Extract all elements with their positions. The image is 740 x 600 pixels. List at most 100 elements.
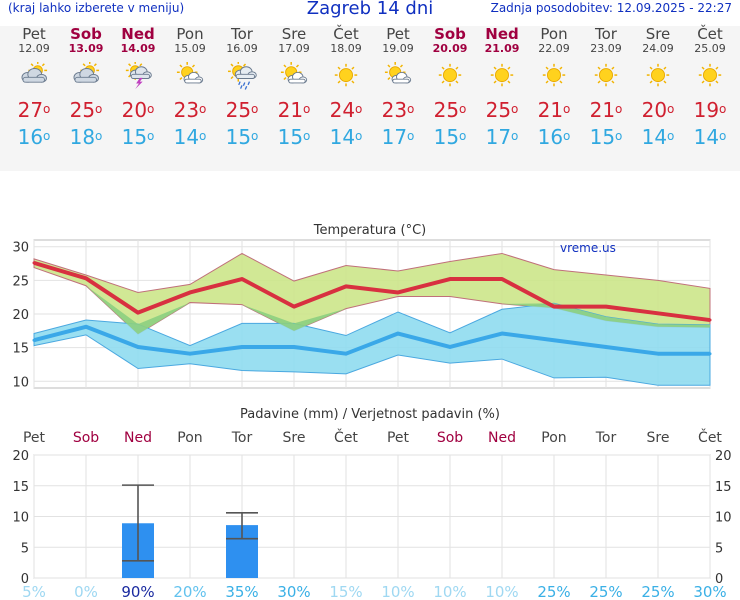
tmin-point: [240, 345, 244, 349]
temp-min-value: 16: [17, 125, 44, 149]
day-name: Čet: [333, 25, 359, 43]
tmax-point: [448, 277, 452, 281]
tmax-point: [136, 311, 140, 315]
degree-mark: o: [303, 129, 311, 143]
rain-drop: [238, 81, 241, 86]
degree-mark: o: [251, 129, 259, 143]
tmax-point: [32, 261, 36, 265]
sun-rays: [698, 63, 722, 87]
precip-probability: 90%: [121, 583, 154, 600]
sun-ray: [597, 80, 601, 84]
tmax-point: [604, 305, 608, 309]
daily-forecast: Pet 12.09 27o 16o Sob 13.09 25o 18o Ned 14.09 20o 1…: [0, 26, 740, 171]
precip-y-tick-right: 10: [715, 511, 732, 526]
day-name: Sob: [434, 25, 466, 43]
rain-drops: [238, 81, 251, 90]
degree-mark: o: [563, 102, 571, 116]
sun-ray: [455, 66, 459, 70]
precip-x-label: Ned: [488, 430, 516, 446]
degree-mark: o: [199, 129, 207, 143]
precip-probability: 20%: [173, 583, 206, 600]
temp-max-value: 20: [641, 98, 668, 122]
sun-ray: [493, 66, 497, 70]
temp-min-value: 15: [589, 125, 616, 149]
weather-icon: [646, 63, 670, 87]
tmax-point: [500, 277, 504, 281]
tmax-point: [396, 290, 400, 294]
weather-icon: [490, 63, 514, 87]
tmin-point: [32, 338, 36, 342]
precip-error-bar: [226, 512, 258, 540]
sun-ray: [283, 64, 287, 68]
temp-min: 15o: [424, 126, 476, 148]
tmin-point: [604, 345, 608, 349]
temp-min-value: 15: [433, 125, 460, 149]
temp-max-value: 21: [277, 98, 304, 122]
day-date: 19.09: [382, 42, 414, 55]
sun-rays: [646, 63, 670, 87]
day-name: Sre: [645, 25, 671, 43]
degree-mark: o: [407, 102, 415, 116]
temp-max-value: 25: [433, 98, 460, 122]
sun-rays: [594, 63, 618, 87]
precip-chart-title: Padavine (mm) / Verjetnost padavin (%): [240, 407, 500, 422]
cloud-base: [235, 73, 256, 79]
temp-min-value: 14: [173, 125, 200, 149]
sun-ray: [559, 66, 563, 70]
degree-mark: o: [43, 102, 51, 116]
sun-icon: [438, 63, 462, 87]
precip-x-label: Tor: [231, 430, 253, 446]
tmax-point: [292, 305, 296, 309]
precip-probability: 10%: [485, 583, 518, 600]
temp-max-value: 24: [329, 98, 356, 122]
day-column: Ned 14.09 20o 15o: [112, 26, 164, 149]
temp-y-tick: 25: [12, 274, 29, 289]
weather-icon: [384, 62, 412, 84]
sun-icon: [594, 63, 618, 87]
degree-mark: o: [615, 102, 623, 116]
temp-max: 20o: [112, 99, 164, 121]
temp-max: 20o: [632, 99, 684, 121]
day-column: Pon 22.09 21o 16o: [528, 26, 580, 149]
cloud-shape: [234, 66, 257, 79]
precip-x-label: Ned: [124, 430, 152, 446]
temp-max: 24o: [320, 99, 372, 121]
top-bar: (kraj lahko izberete v meniju) Zagreb 14…: [0, 0, 740, 22]
degree-mark: o: [719, 102, 727, 116]
sun-ray: [82, 63, 86, 67]
tmin-point: [656, 352, 660, 356]
sun-ray: [179, 64, 183, 68]
precip-y-tick-left: 10: [12, 511, 29, 526]
precip-y-tick-left: 0: [21, 572, 29, 587]
degree-mark: o: [95, 102, 103, 116]
precip-x-label: Čet: [698, 428, 722, 446]
precip-probability: 0%: [74, 583, 98, 600]
sun-ray: [559, 80, 563, 84]
sun-ray: [649, 66, 653, 70]
day-column: Sre 24.09 20o 14o: [632, 25, 684, 149]
sun-ray: [128, 63, 132, 67]
precip-x-label: Pon: [177, 430, 202, 446]
sun-ray: [243, 63, 247, 67]
degree-mark: o: [667, 129, 675, 143]
temp-y-tick: 30: [12, 241, 29, 256]
temp-chart-title: Temperatura (°C): [313, 223, 426, 238]
temp-max: 21o: [268, 99, 320, 121]
sun-rays: [334, 63, 358, 87]
cloud-base: [74, 76, 97, 83]
precip-y-tick-right: 0: [715, 572, 723, 587]
temp-min: 15o: [580, 126, 632, 148]
day-date: 25.09: [694, 42, 726, 55]
weather-icon: [438, 63, 462, 87]
temp-min: 14o: [320, 126, 372, 148]
day-column: Pon 15.09 23o 14o: [164, 26, 216, 149]
partly-cloudy-icon: [73, 62, 100, 83]
tmin-point: [552, 338, 556, 342]
rain-drop: [242, 82, 246, 87]
sun-ray: [30, 63, 34, 67]
day-date: 16.09: [226, 42, 258, 55]
precip-probability: 15%: [329, 583, 362, 600]
degree-mark: o: [199, 102, 207, 116]
temp-max-value: 21: [589, 98, 616, 122]
sun-ray: [507, 80, 511, 84]
